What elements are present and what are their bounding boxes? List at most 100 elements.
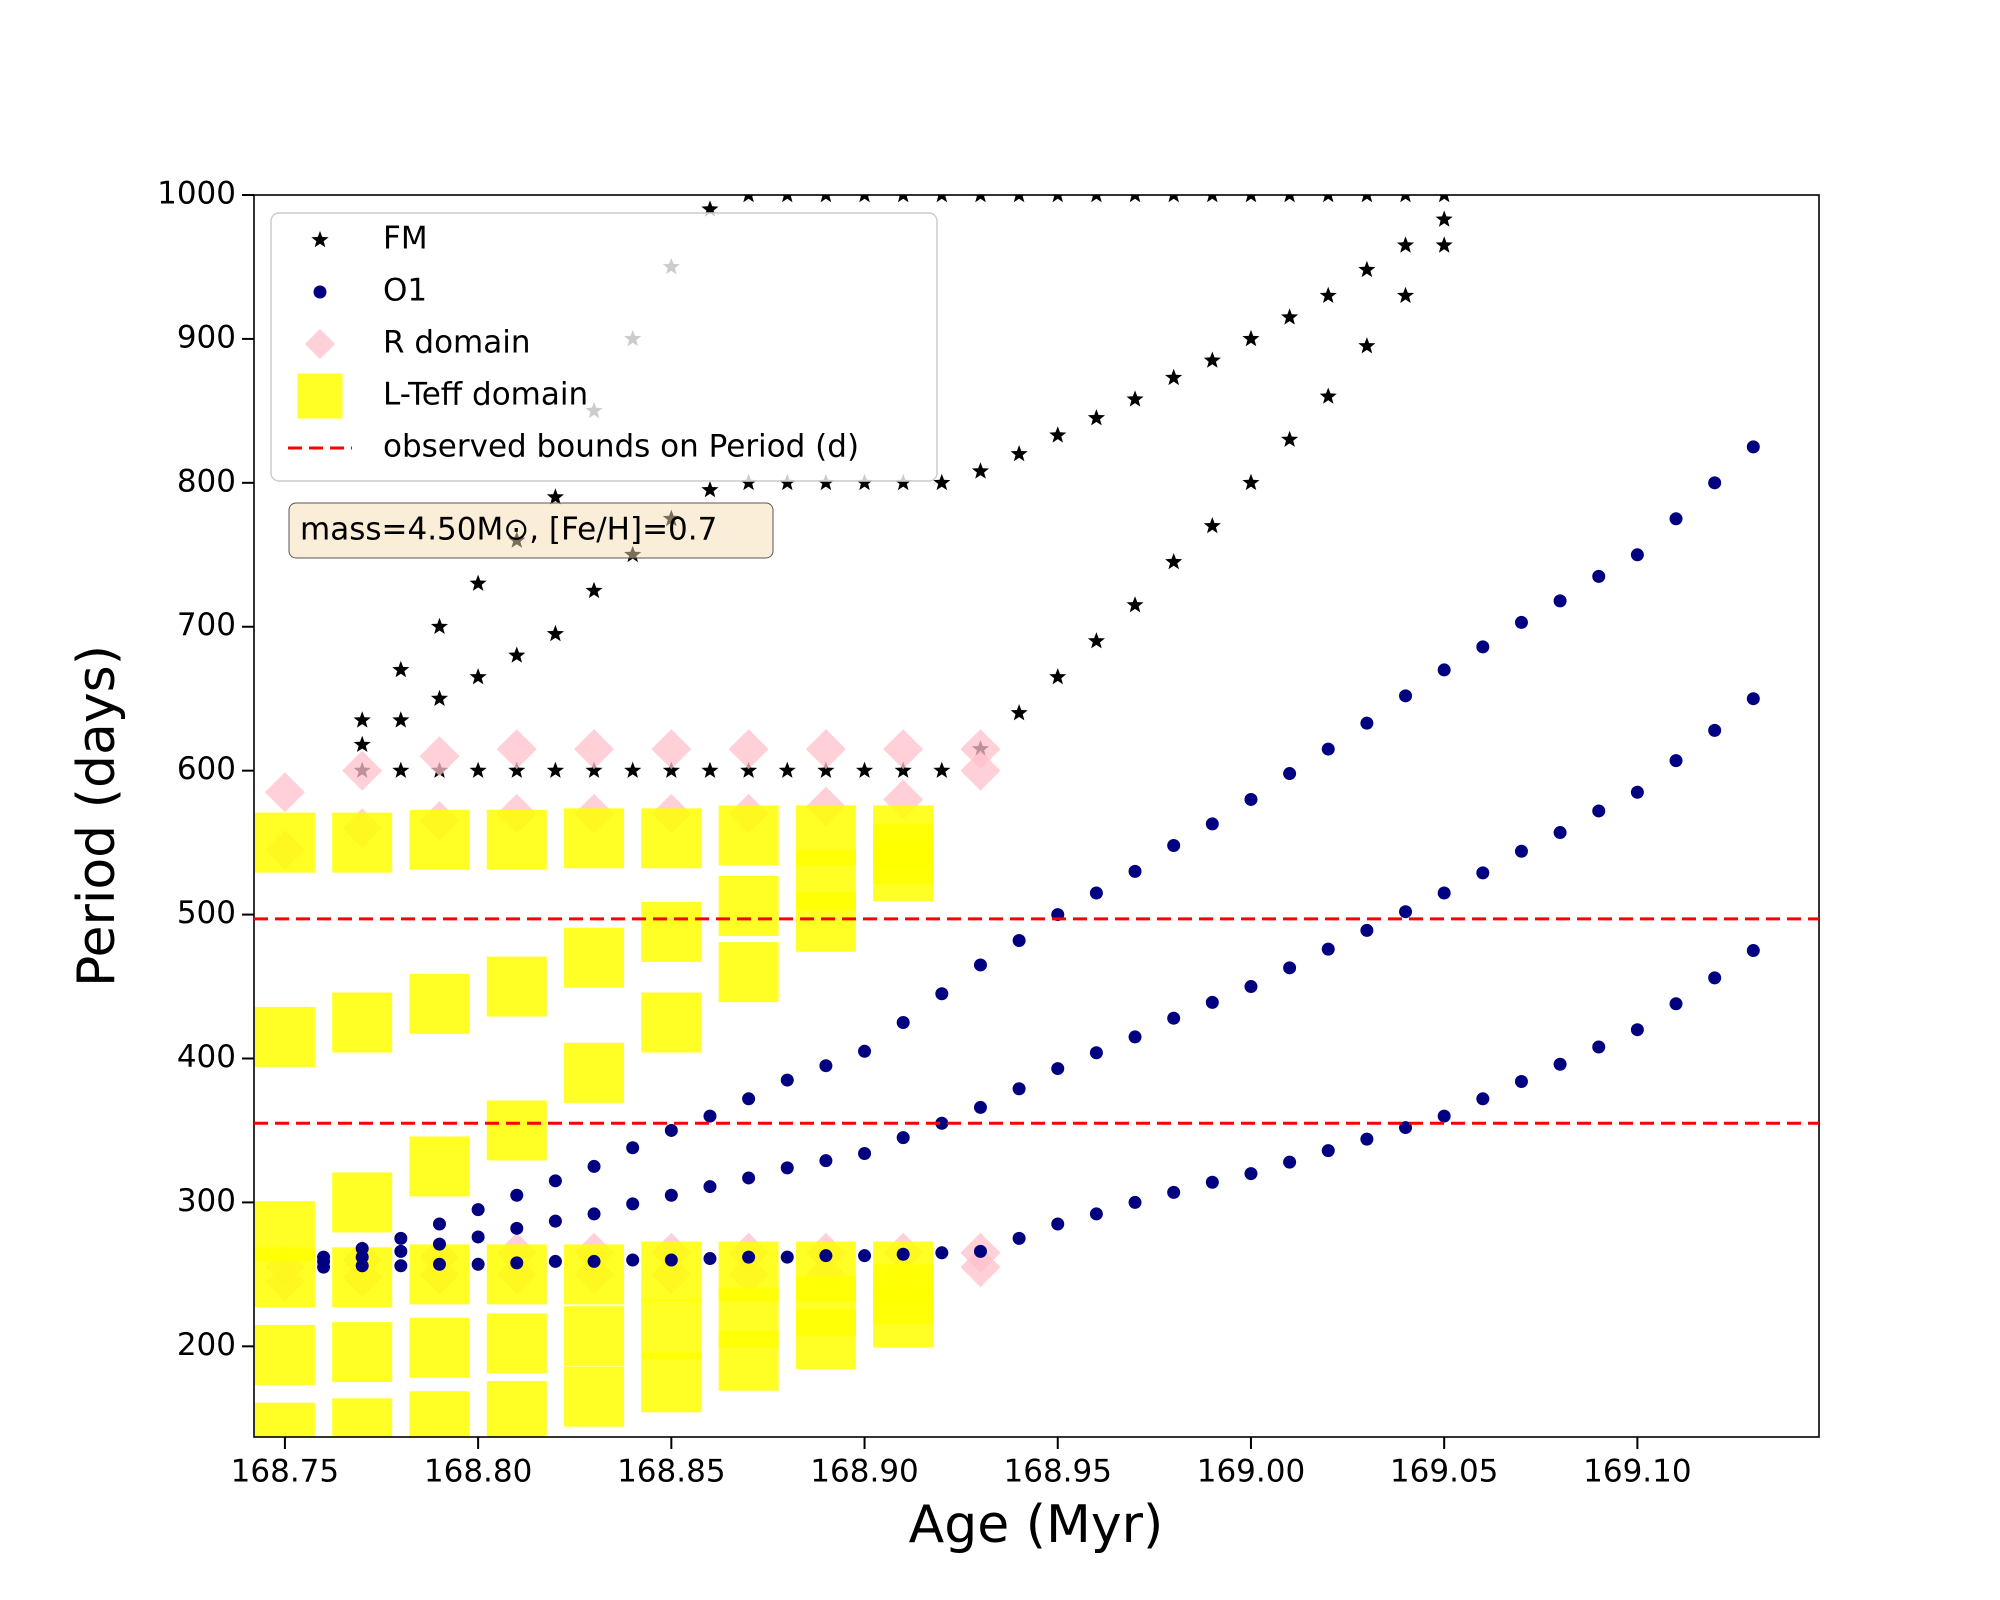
diamond-point bbox=[883, 729, 924, 770]
square-point bbox=[254, 1006, 315, 1067]
dot-point bbox=[587, 1159, 601, 1173]
square-point bbox=[254, 812, 315, 873]
annotation-box bbox=[288, 502, 774, 559]
y-tick-label: 800 bbox=[177, 463, 236, 499]
star-point bbox=[1010, 704, 1028, 721]
dot-point bbox=[1089, 1046, 1103, 1060]
star-point bbox=[469, 761, 487, 778]
star-point bbox=[971, 462, 989, 479]
dot-point bbox=[1167, 1011, 1181, 1025]
star-point bbox=[1358, 260, 1376, 278]
dot-point bbox=[1553, 826, 1567, 840]
diamond-point bbox=[496, 729, 537, 770]
dot-point bbox=[1205, 817, 1219, 831]
dot-point bbox=[896, 1131, 910, 1145]
star-point bbox=[353, 711, 371, 728]
star-point bbox=[546, 761, 564, 778]
dot-point bbox=[1746, 692, 1760, 706]
y-axis-label: Period (days) bbox=[67, 645, 127, 987]
star-point bbox=[311, 231, 329, 248]
square-point bbox=[564, 1306, 625, 1367]
dot-point bbox=[858, 1249, 872, 1263]
dot-point bbox=[1592, 1040, 1606, 1054]
square-point bbox=[254, 1402, 315, 1437]
star-point bbox=[392, 761, 410, 778]
dot-point bbox=[973, 1244, 987, 1258]
square-point bbox=[332, 812, 393, 873]
dot-point bbox=[742, 1250, 756, 1264]
star-point bbox=[1323, 195, 1334, 203]
diamond-point bbox=[728, 729, 769, 770]
square-point bbox=[641, 1241, 702, 1302]
star-point bbox=[1165, 368, 1183, 386]
square-point bbox=[332, 1398, 393, 1437]
star-point bbox=[1435, 210, 1453, 227]
legend-label: FM bbox=[383, 221, 428, 257]
square-point bbox=[718, 942, 779, 1003]
star-point bbox=[1245, 195, 1257, 203]
star-point bbox=[1049, 668, 1067, 685]
star-point bbox=[936, 195, 948, 203]
dot-point bbox=[1437, 886, 1451, 900]
y-tick-label: 600 bbox=[177, 751, 236, 787]
dot-point bbox=[587, 1207, 601, 1221]
dot-point bbox=[510, 1188, 524, 1202]
dot-point bbox=[819, 1154, 833, 1168]
star-point bbox=[740, 473, 758, 491]
dot-point bbox=[1360, 923, 1374, 937]
dot-point bbox=[317, 1250, 331, 1264]
star-point bbox=[1281, 430, 1299, 447]
dot-point bbox=[1321, 942, 1335, 956]
dot-point bbox=[664, 1253, 678, 1267]
legend-label: R domain bbox=[383, 325, 531, 361]
square-point bbox=[409, 1317, 470, 1378]
dot-point bbox=[1553, 1057, 1567, 1071]
star-point bbox=[1319, 286, 1337, 303]
diamond-point bbox=[419, 736, 460, 777]
star-point bbox=[1400, 195, 1411, 203]
y-tick-label: 1000 bbox=[157, 176, 236, 212]
dot-point bbox=[896, 1247, 910, 1261]
dot-point bbox=[548, 1254, 562, 1268]
diamond-point bbox=[960, 750, 1001, 791]
dot-point bbox=[703, 1109, 717, 1123]
dot-point bbox=[1205, 1175, 1219, 1189]
star-point bbox=[1129, 195, 1141, 203]
diamond-point bbox=[651, 729, 692, 770]
dot-point bbox=[935, 987, 949, 1001]
dot-point bbox=[355, 1241, 369, 1255]
star-point bbox=[894, 473, 912, 491]
dot-point bbox=[780, 1161, 794, 1175]
dot-point bbox=[587, 1254, 601, 1268]
star-point bbox=[469, 574, 487, 591]
square-point bbox=[332, 1172, 393, 1233]
x-tick-label: 168.95 bbox=[1004, 1454, 1112, 1490]
star-point bbox=[778, 473, 796, 491]
dot-point bbox=[626, 1197, 640, 1211]
dot-point bbox=[1476, 866, 1490, 880]
dot-point bbox=[1283, 961, 1297, 975]
y-tick-label: 200 bbox=[177, 1327, 236, 1363]
dot-point bbox=[1283, 767, 1297, 781]
star-point bbox=[1165, 553, 1183, 570]
dot-point bbox=[780, 1250, 794, 1264]
dot-point bbox=[1321, 1144, 1335, 1158]
y-tick-label: 900 bbox=[177, 319, 236, 355]
dot-point bbox=[1476, 640, 1490, 654]
square-point bbox=[486, 1381, 547, 1437]
y-tick-label: 700 bbox=[177, 607, 236, 643]
dot-point bbox=[548, 1214, 562, 1228]
dot-point bbox=[471, 1203, 485, 1217]
dot-point bbox=[703, 1252, 717, 1266]
legend-label: L-Teff domain bbox=[383, 377, 588, 413]
dot-point bbox=[1051, 1062, 1065, 1076]
dot-point bbox=[664, 1188, 678, 1202]
dot-point bbox=[896, 1016, 910, 1030]
star-point bbox=[430, 617, 448, 634]
star-point bbox=[933, 761, 951, 778]
star-point bbox=[740, 761, 758, 778]
square-point bbox=[564, 927, 625, 988]
star-point bbox=[585, 761, 603, 778]
x-tick-label: 168.80 bbox=[424, 1454, 532, 1490]
dot-point bbox=[394, 1231, 408, 1245]
